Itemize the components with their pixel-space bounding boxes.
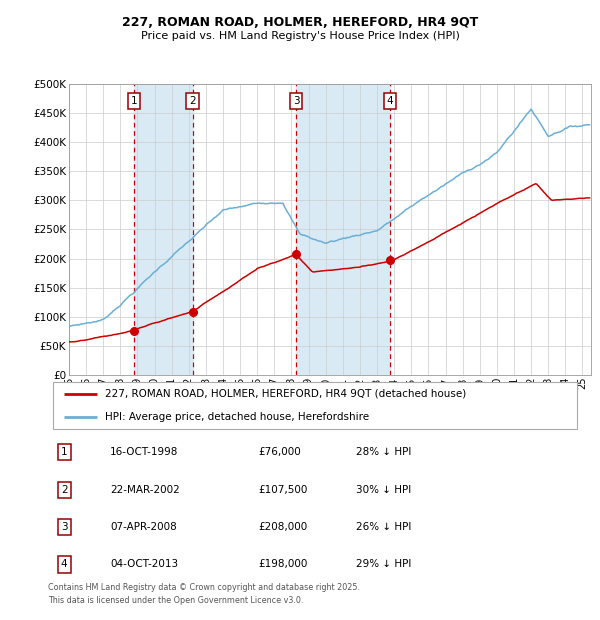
Bar bbox=[296, 84, 390, 375]
Text: Contains HM Land Registry data © Crown copyright and database right 2025.
This d: Contains HM Land Registry data © Crown c… bbox=[48, 583, 360, 605]
Text: £198,000: £198,000 bbox=[259, 559, 308, 569]
Text: 3: 3 bbox=[61, 522, 68, 532]
Text: 26% ↓ HPI: 26% ↓ HPI bbox=[356, 522, 411, 532]
FancyBboxPatch shape bbox=[53, 382, 577, 429]
Text: 4: 4 bbox=[61, 559, 68, 569]
Text: 1: 1 bbox=[131, 96, 137, 106]
Text: 28% ↓ HPI: 28% ↓ HPI bbox=[356, 447, 411, 457]
Text: 30% ↓ HPI: 30% ↓ HPI bbox=[356, 485, 411, 495]
Text: 16-OCT-1998: 16-OCT-1998 bbox=[110, 447, 178, 457]
Bar bbox=[134, 84, 193, 375]
Text: 07-APR-2008: 07-APR-2008 bbox=[110, 522, 177, 532]
Text: 29% ↓ HPI: 29% ↓ HPI bbox=[356, 559, 411, 569]
Text: 4: 4 bbox=[387, 96, 394, 106]
Text: 3: 3 bbox=[293, 96, 299, 106]
Text: 227, ROMAN ROAD, HOLMER, HEREFORD, HR4 9QT: 227, ROMAN ROAD, HOLMER, HEREFORD, HR4 9… bbox=[122, 16, 478, 29]
Text: 1: 1 bbox=[61, 447, 68, 457]
Text: 227, ROMAN ROAD, HOLMER, HEREFORD, HR4 9QT (detached house): 227, ROMAN ROAD, HOLMER, HEREFORD, HR4 9… bbox=[104, 389, 466, 399]
Text: 2: 2 bbox=[61, 485, 68, 495]
Text: 22-MAR-2002: 22-MAR-2002 bbox=[110, 485, 180, 495]
Text: 04-OCT-2013: 04-OCT-2013 bbox=[110, 559, 178, 569]
Text: £76,000: £76,000 bbox=[259, 447, 301, 457]
Text: £107,500: £107,500 bbox=[259, 485, 308, 495]
Text: HPI: Average price, detached house, Herefordshire: HPI: Average price, detached house, Here… bbox=[104, 412, 369, 422]
Text: Price paid vs. HM Land Registry's House Price Index (HPI): Price paid vs. HM Land Registry's House … bbox=[140, 31, 460, 41]
Text: 2: 2 bbox=[189, 96, 196, 106]
Text: £208,000: £208,000 bbox=[259, 522, 308, 532]
